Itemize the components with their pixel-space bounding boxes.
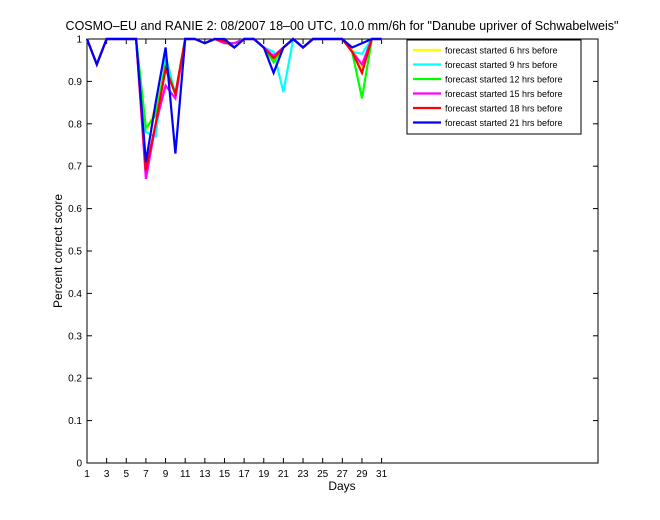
y-tick-label: 1 [76,35,82,46]
x-tick-label: 11 [180,469,191,480]
legend[interactable]: forecast started 6 hrs before forecast st… [406,39,582,135]
legend-label: forecast started 15 hrs before [445,89,563,99]
y-tick-label: 0.1 [68,416,82,427]
x-tick-label: 21 [278,469,290,480]
y-tick-label: 0.5 [68,247,82,258]
y-tick-label: 0.8 [68,119,82,130]
y-tick-label: 0.7 [68,162,82,173]
x-tick-label: 5 [123,469,129,480]
x-tick-label: 15 [219,469,231,480]
axis-ticks: 1 3 5 7 9 11 13 15 17 19 21 23 25 27 29 3100.10.20.30.4… [68,35,598,480]
legend-label: forecast started 12 hrs before [445,75,563,85]
x-tick-label: 7 [143,469,149,480]
x-tick-label: 27 [337,469,349,480]
legend-label: forecast started 21 hrs before [445,118,563,128]
x-tick-label: 1 [84,469,90,480]
x-tick-label: 23 [297,469,309,480]
y-tick-label: 0.2 [68,374,82,385]
y-tick-label: 0.9 [68,77,82,88]
x-tick-label: 13 [199,469,211,480]
series-lines [85,36,382,180]
x-tick-label: 3 [104,469,110,480]
series-line [85,37,382,163]
chart-title: COSMO–EU and RANIE 2: 08/2007 18–00 UTC,… [66,19,619,33]
legend-label: forecast started 18 hrs before [445,104,563,114]
x-tick-label: 17 [239,469,251,480]
x-axis-label: Days [328,479,355,493]
legend-box [406,39,582,135]
x-tick-label: 9 [163,469,169,480]
y-tick-label: 0.4 [68,289,82,300]
y-tick-label: 0 [76,459,82,470]
x-tick-label: 19 [258,469,270,480]
legend-label: forecast started 6 hrs before [445,46,558,56]
x-tick-label: 25 [317,469,329,480]
legend-label: forecast started 9 hrs before [445,60,558,70]
x-tick-label: 31 [376,469,388,480]
y-tick-label: 0.3 [68,331,82,342]
x-tick-label: 29 [356,469,368,480]
y-tick-label: 0.6 [68,204,82,215]
y-axis-label: Percent correct score [51,194,65,308]
